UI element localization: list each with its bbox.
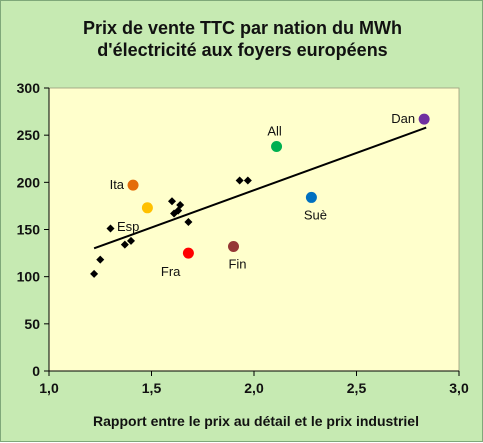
- diamond-point: [176, 200, 185, 209]
- chart-title: Prix de vente TTC par nation du MWh d'él…: [1, 17, 483, 61]
- chart-title-line-1: Prix de vente TTC par nation du MWh: [82, 18, 403, 38]
- point-label: Fra: [161, 264, 181, 279]
- diamond-point: [120, 240, 129, 249]
- country-point: [228, 240, 239, 252]
- point-label: All: [267, 123, 282, 138]
- country-point: [141, 202, 153, 214]
- trendline: [93, 126, 427, 250]
- y-tick-label: 200: [17, 174, 41, 190]
- country-point: [271, 140, 283, 152]
- point-label: Dan: [391, 111, 415, 126]
- point-label: Fin: [228, 256, 246, 271]
- diamond-point: [127, 236, 135, 245]
- x-axis-label: Rapport entre le prix au détail et le pr…: [93, 413, 419, 429]
- y-tick-label: 50: [24, 316, 40, 332]
- diamond-point: [243, 176, 252, 185]
- diamond-point: [168, 197, 176, 206]
- x-tick-label: 2,0: [244, 380, 264, 396]
- y-tick-label: 0: [32, 363, 40, 379]
- country-point: [182, 247, 194, 259]
- x-tick-label: 1,5: [142, 380, 162, 396]
- x-tick-label: 1,0: [39, 380, 59, 396]
- point-labels-group: Dan All Ita Esp Suè Fin Fra: [110, 111, 416, 279]
- ticks: 0 50 100 150 200 250 300 1,0 1,5 2,0 2,5 3,0: [17, 80, 469, 396]
- y-tick-label: 250: [17, 127, 41, 143]
- country-point: [418, 113, 430, 125]
- diamond-point: [90, 269, 99, 278]
- points-group: [90, 113, 430, 278]
- x-tick-label: 3,0: [449, 380, 469, 396]
- y-tick-label: 150: [17, 222, 41, 238]
- trendline-group: [93, 126, 427, 250]
- diamond-point: [184, 217, 193, 226]
- point-label: Ita: [110, 177, 125, 192]
- x-tick-label: 2,5: [347, 380, 367, 396]
- country-point: [305, 191, 317, 203]
- chart-title-line-2: d'électricité aux foyers européens: [97, 40, 388, 60]
- point-label: Suè: [304, 207, 327, 222]
- plot-area: [48, 87, 460, 372]
- diamond-point: [106, 224, 115, 233]
- diamond-point: [235, 176, 244, 185]
- diamond-point: [96, 255, 105, 264]
- y-tick-label: 100: [17, 269, 41, 285]
- country-point: [127, 179, 139, 191]
- point-label: Esp: [117, 219, 139, 234]
- y-tick-label: 300: [17, 80, 41, 96]
